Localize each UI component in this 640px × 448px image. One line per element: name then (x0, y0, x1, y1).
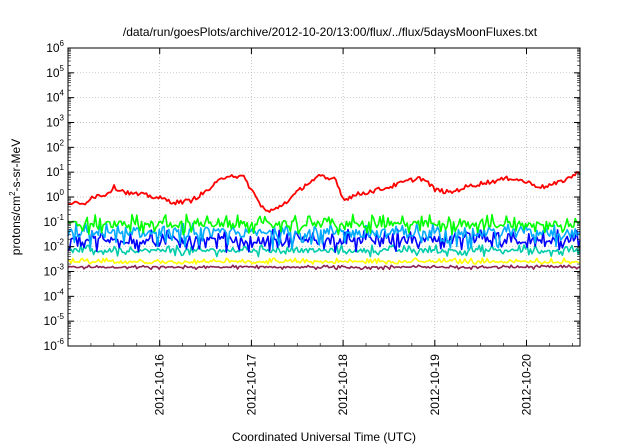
y-tick-label: 104 (46, 89, 64, 105)
y-tick-base: 10 (44, 215, 58, 229)
y-tick-label: 10-2 (44, 238, 65, 254)
y-tick-exp: 6 (60, 39, 65, 48)
y-tick-base: 10 (44, 265, 58, 279)
series-line (67, 222, 581, 250)
y-tick-exp: -4 (57, 287, 65, 296)
grid-lines (68, 47, 580, 347)
y-tick-base: 10 (46, 190, 60, 204)
series-lines (67, 171, 581, 271)
y-tick-exp: 4 (60, 89, 65, 98)
y-tick-label: 10-6 (44, 337, 65, 353)
x-axis-label: Coordinated Universal Time (UTC) (232, 430, 416, 444)
y-tick-base: 10 (44, 314, 58, 328)
y-tick-label: 10-4 (44, 287, 65, 303)
series-line (67, 228, 581, 253)
y-tick-base: 10 (46, 165, 60, 179)
y-tick-exp: 0 (60, 188, 65, 197)
series-line (67, 257, 581, 265)
y-tick-base: 10 (46, 91, 60, 105)
y-tick-base: 10 (46, 140, 60, 154)
y-tick-label: 10-1 (44, 213, 65, 229)
y-tick-exp: 1 (60, 163, 65, 172)
y-tick-exp: -1 (57, 213, 65, 222)
y-tick-base: 10 (46, 116, 60, 130)
y-axis-label: protons/cm2-s-sr-MeV (8, 139, 23, 255)
y-tick-label: 100 (46, 188, 64, 204)
y-tick-exp: -6 (57, 337, 65, 346)
x-tick-label: 2012-10-20 (520, 354, 534, 416)
y-tick-exp: -5 (57, 312, 65, 321)
y-axis-label-suffix: -s-sr-MeV (9, 139, 23, 192)
y-tick-label: 102 (46, 138, 64, 154)
series-line (67, 264, 581, 271)
y-tick-exp: -2 (57, 238, 65, 247)
y-tick-label: 105 (46, 64, 64, 80)
series-line (67, 213, 581, 236)
series-line-red (67, 171, 581, 214)
x-tick-label: 2012-10-18 (336, 354, 350, 416)
y-tick-base: 10 (46, 41, 60, 55)
y-tick-label: 106 (46, 39, 64, 55)
y-tick-exp: 2 (60, 138, 65, 147)
y-tick-base: 10 (44, 289, 58, 303)
y-tick-base: 10 (46, 66, 60, 80)
y-tick-exp: -3 (57, 263, 65, 272)
y-axis-label-prefix: protons/cm (9, 196, 23, 255)
y-tick-label: 103 (46, 114, 64, 130)
x-tick-label: 2012-10-16 (153, 354, 167, 416)
y-axis-label-sup: 2 (8, 191, 17, 196)
y-tick-base: 10 (44, 240, 58, 254)
x-tick-label: 2012-10-19 (428, 354, 442, 416)
y-tick-base: 10 (44, 339, 58, 353)
y-tick-label: 10-5 (44, 312, 65, 328)
series-line (67, 244, 581, 258)
y-axis: 10610510410310210110010-110-210-310-410-… (44, 39, 580, 353)
y-tick-exp: 3 (60, 114, 65, 123)
y-tick-exp: 5 (60, 64, 65, 73)
chart-title: /data/run/goesPlots/archive/2012-10-20/1… (123, 25, 538, 39)
y-tick-label: 101 (46, 163, 64, 179)
y-tick-label: 10-3 (44, 263, 65, 279)
x-tick-label: 2012-10-17 (244, 354, 258, 416)
x-axis: 2012-10-16 2012-10-17 2012-10-18 2012-10-19… (67, 48, 573, 416)
